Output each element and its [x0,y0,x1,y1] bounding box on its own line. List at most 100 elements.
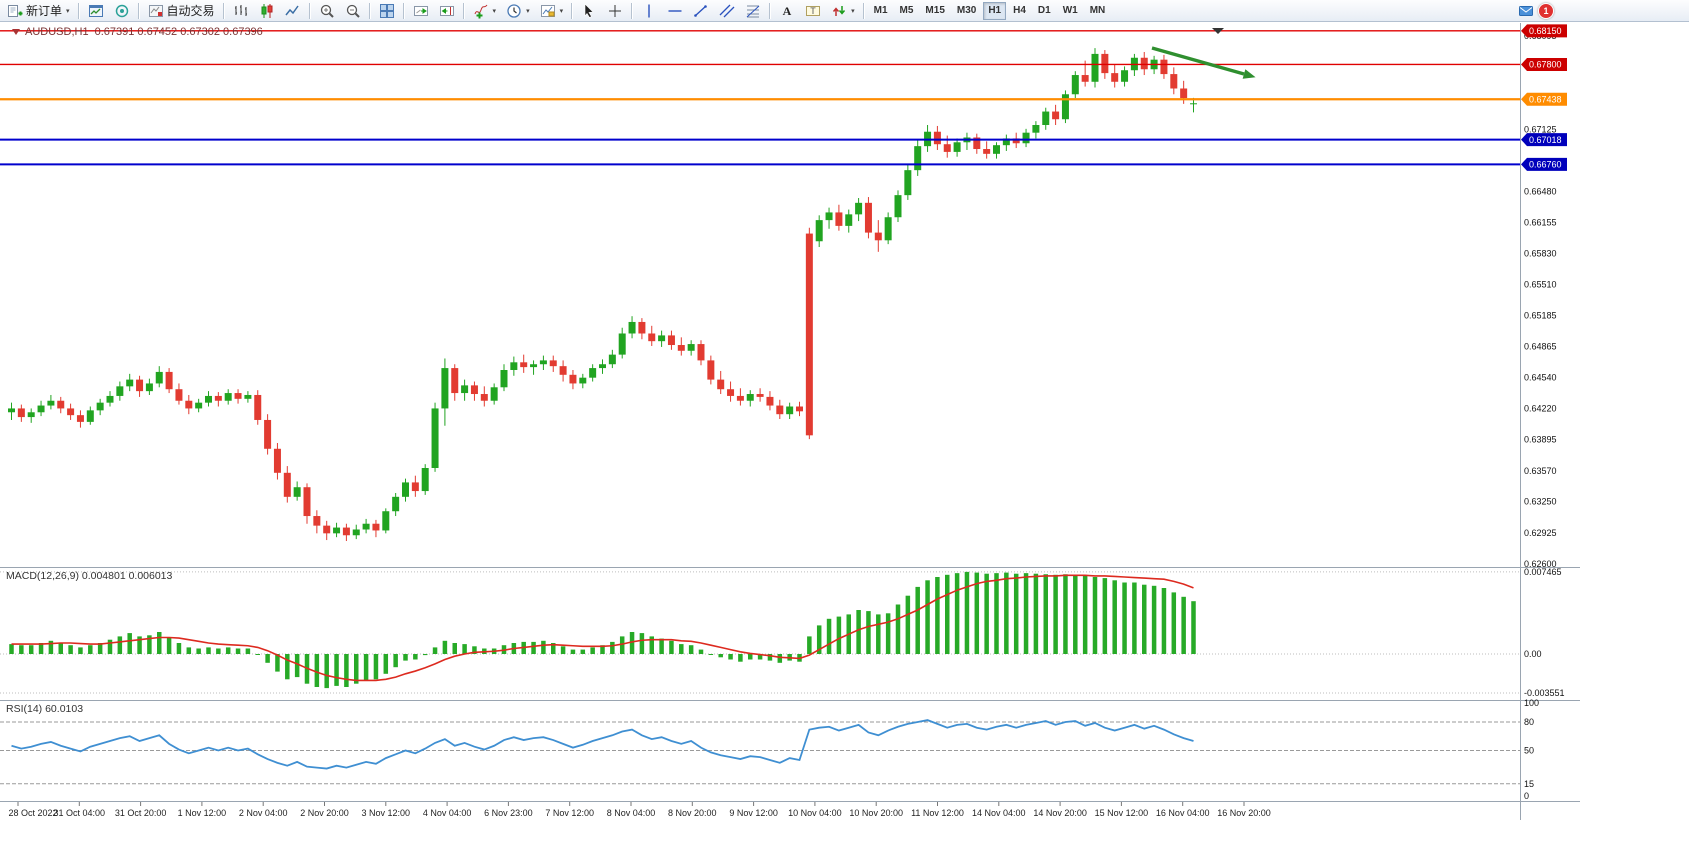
new-order-icon [7,3,23,19]
profiles-button[interactable] [109,1,135,21]
toolbar-separator [137,2,140,19]
auto-scroll-button[interactable] [408,1,434,21]
time-axis-label: 3 Nov 12:00 [362,808,411,818]
price-badge [1521,24,1567,38]
price-tick-label: 0.63570 [1524,466,1557,476]
autotrading-button[interactable]: 自动交易 [143,1,220,21]
timeframe-button-h4[interactable]: H4 [1008,2,1031,20]
cursor-button[interactable] [576,1,602,21]
toolbar: 新订单 ▾ 自动交易 ▾ ▾ ▾ A T ▾ M1 M5 M15 M30 H1 H4 D1 W1 MN 1 [0,0,1689,22]
price-badge-label: 0.67800 [1529,60,1562,70]
dropdown-caret-icon: ▾ [492,7,497,15]
candlestick-series [8,48,1197,542]
symbol-marker-icon [12,29,20,35]
axes [0,23,1580,820]
zoom-out-button[interactable] [340,1,366,21]
auto-scroll-icon [413,3,429,19]
bar-chart-button[interactable] [228,1,254,21]
rsi-axis-label: 80 [1524,717,1534,727]
timeframe-button-m5[interactable]: M5 [895,2,919,20]
indicators-button[interactable]: ▾ [468,1,502,21]
horizontal-line-button[interactable] [662,1,688,21]
rsi-indicator-label: RSI(14) 60.0103 [6,703,84,715]
time-axis-label: 1 Nov 12:00 [178,808,227,818]
timeframe-button-mn[interactable]: MN [1085,2,1111,20]
time-axis-label: 14 Nov 20:00 [1033,808,1087,818]
price-badges: 0.68150 0.67800 0.67438 0.67018 0.66760 [1521,24,1567,171]
chart-shift-icon [439,3,455,19]
crosshair-button[interactable] [602,1,628,21]
price-tick-label: 0.63895 [1524,435,1557,445]
price-tick-label: 0.64220 [1524,403,1557,413]
fibonacci-button[interactable] [740,1,766,21]
timeframe-button-d1[interactable]: D1 [1033,2,1056,20]
price-tick-label: 0.62600 [1524,559,1557,569]
trend-arrow-annotation[interactable] [1151,46,1245,76]
timeframe-button-w1[interactable]: W1 [1058,2,1083,20]
arrows-icon [831,3,847,19]
time-axis-label: 15 Nov 12:00 [1095,808,1149,818]
messages-icon[interactable] [1518,3,1534,19]
toolbar-separator [462,2,465,19]
candlestick-chart-button[interactable] [254,1,280,21]
price-tick-label: 0.64865 [1524,341,1557,351]
rsi-axis-label: 15 [1524,779,1534,789]
channel-button[interactable] [714,1,740,21]
new-chart-button[interactable] [83,1,109,21]
vertical-line-button[interactable] [636,1,662,21]
zoom-in-icon [319,3,335,19]
price-tick-label: 0.64540 [1524,373,1557,383]
line-chart-button[interactable] [280,1,306,21]
new-order-button[interactable]: 新订单 ▾ [2,1,75,21]
symbol-title: AUDUSD,H1 [25,26,89,38]
tile-windows-button[interactable] [374,1,400,21]
new-order-button-label: 新订单 [26,4,63,18]
price-axis[interactable]: 0.680950.671250.664800.661550.658300.655… [1524,31,1565,801]
trend-arrow-head[interactable] [1242,69,1256,79]
trendline-button[interactable] [688,1,714,21]
indicators-icon [473,3,489,19]
time-axis-label: 14 Nov 04:00 [972,808,1026,818]
dropdown-caret-icon: ▾ [851,7,855,15]
rsi-line [11,719,1194,770]
text-button[interactable]: A [774,1,800,21]
periods-button[interactable]: ▾ [501,1,535,21]
macd-indicator-label: MACD(12,26,9) 0.004801 0.006013 [6,570,173,582]
time-axis-label: 10 Nov 20:00 [849,808,903,818]
price-tick-label: 0.66480 [1524,186,1557,196]
notification-badge[interactable]: 1 [1538,3,1554,19]
timeframe-button-h1[interactable]: H1 [983,1,1007,20]
timeframe-button-m30[interactable]: M30 [952,2,981,20]
templates-icon [540,3,556,19]
price-tick-label: 0.62925 [1524,528,1557,538]
templates-button[interactable]: ▾ [535,1,569,21]
chart-shift-button[interactable] [434,1,460,21]
fibonacci-icon [745,3,761,19]
timeframe-button-m15[interactable]: M15 [920,2,949,20]
chart-shift-marker[interactable] [1212,28,1224,34]
toolbar-separator [402,2,405,19]
line-chart-icon [284,3,301,19]
time-axis-label: 8 Nov 04:00 [607,808,656,818]
rsi-axis-label: 50 [1524,746,1534,756]
timeframe-button-m1[interactable]: M1 [869,2,893,20]
annotations [1151,28,1256,79]
toolbar-separator [769,2,772,19]
rsi-axis-label: 0 [1524,791,1529,801]
text-label-button[interactable]: T [800,1,826,21]
arrows-button[interactable]: ▾ [826,1,860,21]
macd-axis-label: 0.007465 [1524,567,1562,577]
price-badge-label: 0.68150 [1529,26,1562,36]
price-tick-label: 0.63250 [1524,497,1557,507]
zoom-in-button[interactable] [314,1,340,21]
dropdown-caret-icon: ▾ [66,7,70,15]
crosshair-icon [607,3,623,19]
price-badge-label: 0.67438 [1529,94,1562,104]
price-tick-label: 0.66155 [1524,218,1557,228]
symbol-ohlc-values: 0.67391 0.67452 0.67302 0.67396 [94,26,263,38]
label-icon: T [805,3,821,19]
time-axis-label: 2 Nov 20:00 [300,808,349,818]
